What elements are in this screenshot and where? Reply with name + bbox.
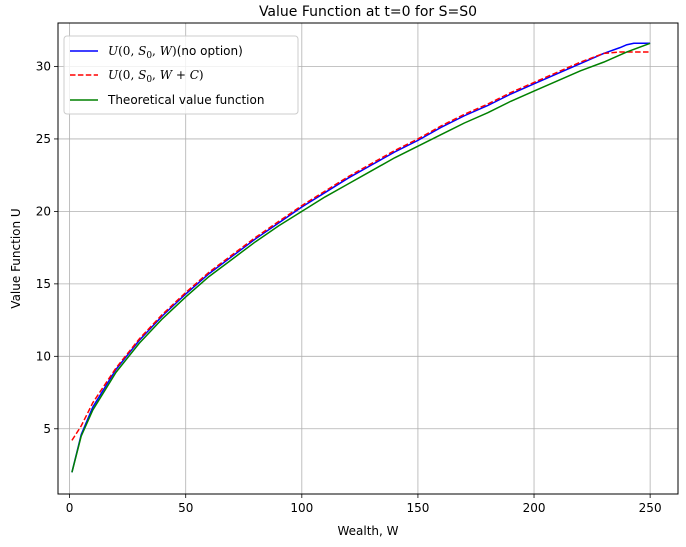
chart-title: Value Function at t=0 for S=S0 (259, 4, 477, 20)
series-with-option-line (71, 51, 651, 441)
legend-box (63, 35, 299, 115)
series-theoretical-line (71, 42, 651, 473)
y-tick-label: 10 (36, 349, 51, 363)
y-tick-label: 30 (36, 59, 51, 73)
x-ticks: 0 50 100 150 200 250 (66, 494, 662, 515)
x-tick-label: 200 (523, 501, 546, 515)
y-tick-label: 5 (43, 422, 51, 436)
legend-label-with-option: U(0, S0, W + C) (108, 68, 204, 85)
y-axis-label: Value Function U (9, 208, 23, 308)
x-axis-label: Wealth, W (337, 524, 398, 538)
y-tick-label: 20 (36, 204, 51, 218)
legend: U(0, S0, W)(no option) U(0, S0, W + C) T… (63, 35, 299, 115)
series-no-option-line (71, 42, 651, 473)
x-tick-label: 0 (66, 501, 74, 515)
grid (58, 23, 678, 494)
legend-label-theoretical: Theoretical value function (107, 93, 264, 107)
y-tick-label: 15 (36, 277, 51, 291)
x-tick-label: 150 (406, 501, 429, 515)
legend-label-no-option: U(0, S0, W)(no option) (108, 44, 243, 61)
series-lines (71, 42, 651, 473)
x-tick-label: 50 (178, 501, 193, 515)
x-tick-label: 100 (290, 501, 313, 515)
x-tick-label: 250 (639, 501, 662, 515)
y-ticks: 5 10 15 20 25 30 (36, 59, 58, 436)
plot-frame (57, 22, 679, 495)
y-tick-label: 25 (36, 132, 51, 146)
